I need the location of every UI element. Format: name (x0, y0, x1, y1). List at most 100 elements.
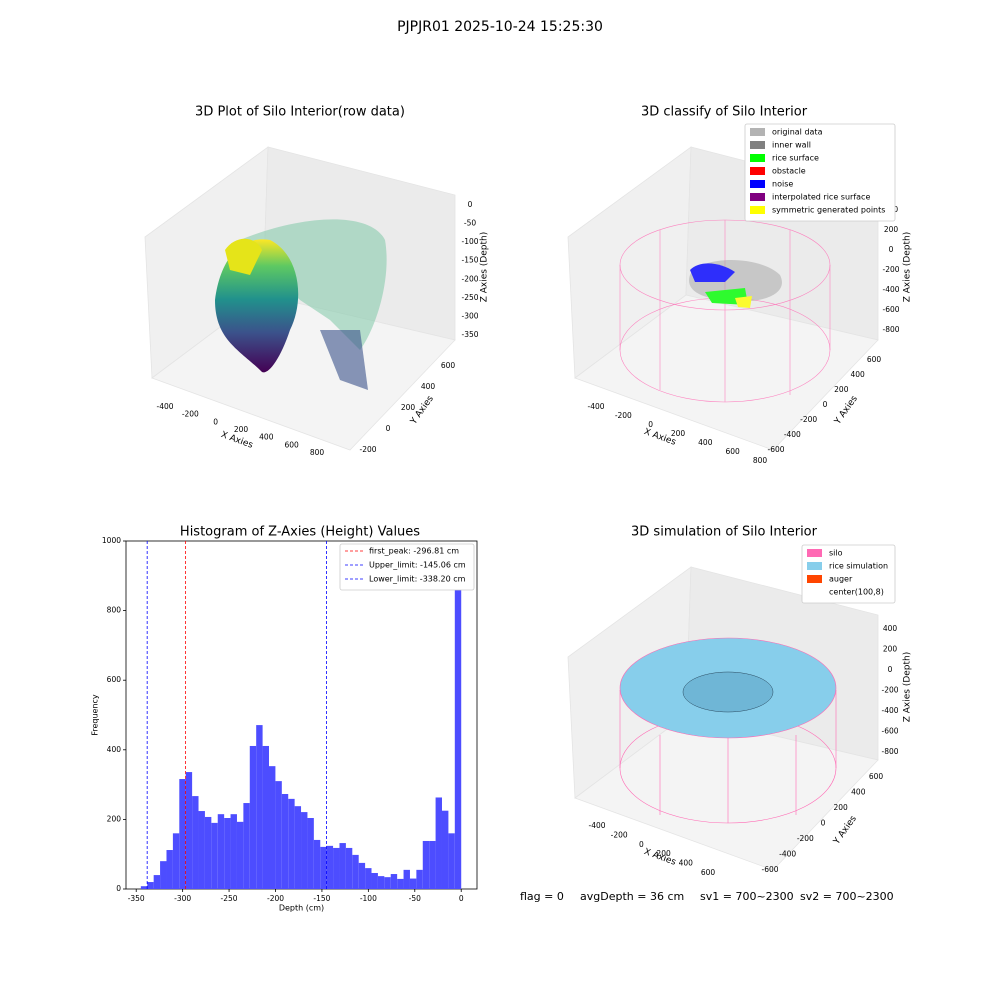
hist-bar (153, 875, 161, 889)
legend-label: original data (772, 128, 823, 137)
z-tick-label: -100 (461, 237, 478, 246)
z-tick-label: -600 (881, 727, 898, 736)
z-tick-label: -400 (881, 706, 898, 715)
y-axis-label: Frequency (91, 694, 100, 736)
hist-bar (448, 833, 455, 889)
hist-bar (262, 745, 269, 889)
chart-title: 3D classify of Silo Interior (641, 105, 808, 120)
hist-bar (147, 882, 154, 889)
legend-swatch (750, 154, 765, 162)
hist-bar (384, 877, 391, 889)
z-tick-label: -800 (881, 747, 898, 756)
legend-label: center(100,8) (829, 588, 884, 597)
z-axis-label: Z Axies (Depth) (903, 232, 913, 303)
x-tick-label: -400 (587, 402, 604, 411)
legend-label: rice simulation (829, 562, 888, 571)
y-tick-label: 1000 (102, 536, 121, 545)
legend-swatch (807, 588, 822, 596)
x-tick-label: 200 (656, 849, 671, 858)
x-tick-label: -200 (615, 411, 632, 420)
hist-bar (409, 878, 417, 889)
x-tick-label: 800 (753, 456, 768, 465)
z-tick-label: -400 (882, 285, 899, 294)
hist-bar (236, 821, 244, 889)
z-axis-label: Z Axies (Depth) (480, 232, 490, 303)
hist-bar (160, 861, 167, 889)
hist-bar (358, 862, 366, 889)
z-tick-label: 200 (884, 225, 899, 234)
hist-bar (288, 798, 295, 889)
z-tick-label: -350 (461, 330, 478, 339)
status-text: avgDepth = 36 cm (580, 890, 684, 903)
status-text: sv2 = 700~2300 (800, 890, 894, 903)
hist-bar (166, 850, 173, 889)
hist-bar (249, 745, 257, 889)
hist-bar (441, 810, 449, 889)
hist-bar (256, 725, 263, 889)
panel-2-silo (619, 219, 831, 403)
x-tick-label: 600 (701, 868, 716, 877)
hist-bar (192, 796, 199, 889)
y-axis-label: Y Axies (831, 814, 859, 847)
hist-bar (224, 818, 231, 889)
y-tick-label: 600 (869, 772, 884, 781)
legend-box (801, 544, 896, 604)
x-tick-label: 200 (671, 429, 686, 438)
legend-swatch (807, 562, 822, 570)
legend-swatch (750, 180, 765, 188)
z-tick-label: -200 (461, 274, 478, 283)
hist-bar (211, 822, 218, 889)
x-tick-label: 600 (285, 440, 300, 449)
panel-1-art (144, 146, 456, 451)
z-tick-label: 200 (883, 645, 898, 654)
chart-title: 3D Plot of Silo Interior(row data) (195, 105, 405, 120)
x-tick-label: 0 (459, 894, 464, 903)
z-tick-label: -50 (464, 219, 476, 228)
hist-bar (435, 797, 442, 889)
legend-box (744, 123, 896, 222)
z-axis-label: Z Axies (Depth) (903, 652, 913, 723)
hist-bar (179, 779, 186, 889)
hist-bar (269, 766, 276, 889)
chart-title: 3D simulation of Silo Interior (631, 525, 818, 540)
y-axis-label: Y Axies (832, 394, 860, 427)
hist-bar (140, 886, 148, 889)
hist-bar (172, 833, 180, 889)
y-tick-label: 800 (107, 606, 122, 615)
y-tick-label: 400 (851, 788, 866, 797)
hist-bar (320, 846, 327, 889)
hist-bar (185, 772, 193, 889)
x-tick-label: 0 (213, 417, 218, 426)
hist-bar (377, 876, 385, 889)
y-tick-label: -600 (767, 445, 784, 454)
hist-bar (345, 847, 353, 889)
legend-label: symmetric generated points (772, 206, 885, 215)
x-tick-label: -250 (221, 894, 238, 903)
hist-bar (301, 812, 308, 889)
hist-bar (326, 845, 334, 889)
y-tick-label: 0 (823, 400, 828, 409)
y-tick-label: -200 (359, 445, 376, 454)
hist-bar (333, 847, 340, 889)
x-tick-label: 400 (679, 859, 694, 868)
y-tick-label: -200 (797, 834, 814, 843)
y-tick-label: 200 (107, 814, 122, 823)
legend-swatch (750, 141, 765, 149)
status-text: sv1 = 700~2300 (700, 890, 794, 903)
legend-swatch (750, 167, 765, 175)
hist-bar (243, 803, 250, 889)
x-tick-label: -100 (360, 894, 377, 903)
y-tick-label: 600 (441, 361, 456, 370)
status-text: flag = 0 (520, 890, 564, 903)
hist-bar (397, 878, 404, 889)
x-tick-label: -400 (156, 402, 173, 411)
hist-bar (403, 869, 410, 889)
legend-label: Lower_limit: -338.20 cm (369, 575, 466, 584)
y-tick-label: -400 (784, 430, 801, 439)
chart-title: Histogram of Z-Axies (Height) Values (180, 525, 420, 540)
legend-label: noise (772, 180, 793, 189)
legend-label: silo (829, 549, 843, 558)
y-tick-label: 0 (821, 819, 826, 828)
x-tick-label: -50 (409, 894, 421, 903)
